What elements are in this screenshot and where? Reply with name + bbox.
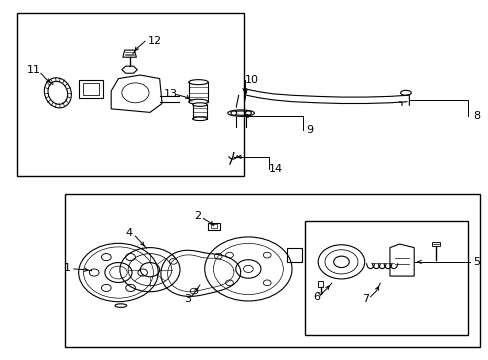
Circle shape [263,280,270,285]
Circle shape [102,253,111,261]
Circle shape [190,288,198,294]
Ellipse shape [192,103,207,106]
Text: 13: 13 [163,89,178,99]
Circle shape [214,253,222,259]
Text: 1: 1 [64,263,71,273]
Text: 9: 9 [306,125,313,135]
Ellipse shape [400,90,410,95]
Text: 11: 11 [26,66,41,75]
Bar [79,80,102,98]
Bar [211,225,217,228]
Ellipse shape [188,80,208,85]
Text: 14: 14 [268,164,282,174]
Text: 7: 7 [362,294,368,304]
Text: 5: 5 [472,257,479,267]
Bar [83,83,99,95]
Text: 10: 10 [244,75,258,85]
Bar [65,194,479,347]
Circle shape [102,284,111,292]
Circle shape [245,111,251,115]
Ellipse shape [188,99,208,104]
Text: 2: 2 [194,211,201,221]
Circle shape [225,252,233,258]
Text: 4: 4 [125,228,132,238]
Circle shape [89,269,99,276]
Bar [17,13,244,176]
Ellipse shape [192,117,207,121]
Bar [305,221,467,335]
Circle shape [169,258,177,264]
Bar [208,223,220,230]
Text: 12: 12 [147,36,162,45]
Circle shape [230,111,236,115]
Text: 8: 8 [472,111,480,121]
Circle shape [138,269,147,276]
Bar [286,248,301,262]
Circle shape [125,284,135,292]
Ellipse shape [115,304,126,307]
Bar [318,281,323,287]
Circle shape [125,253,135,261]
Text: 3: 3 [183,294,190,304]
Circle shape [263,252,270,258]
Text: 6: 6 [312,292,319,302]
Circle shape [225,280,233,285]
Bar [431,242,439,246]
